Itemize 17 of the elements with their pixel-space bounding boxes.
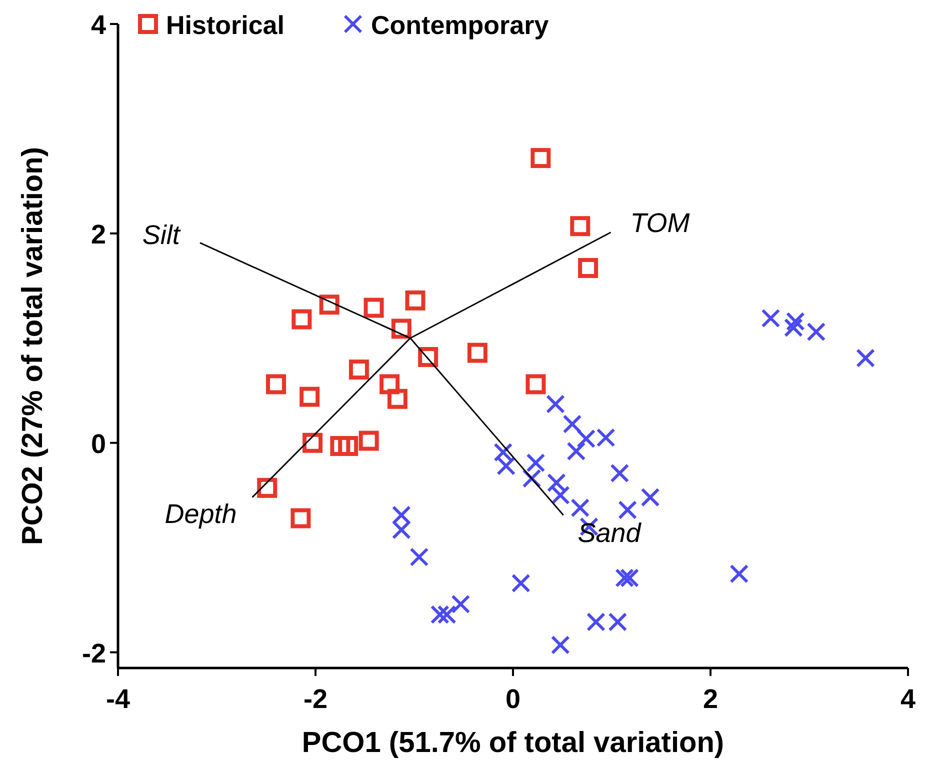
legend-label: Historical <box>166 10 284 40</box>
series-label: TOM <box>630 208 690 238</box>
series-label: Silt <box>142 220 182 250</box>
x-axis-title: PCO1 (51.7% of total variation) <box>302 727 724 759</box>
x-tick-label: 4 <box>900 684 916 714</box>
x-tick-label: -2 <box>303 684 328 714</box>
y-tick-label: 0 <box>90 428 106 459</box>
y-axis-title: PCO2 (27% of total variation) <box>17 146 49 546</box>
y-tick-label: 4 <box>90 10 106 40</box>
x-tick-label: 2 <box>702 684 718 714</box>
legend-label: Contemporary <box>371 10 550 40</box>
y-tick-label: 2 <box>90 219 106 250</box>
x-tick-label: 0 <box>505 684 521 714</box>
y-tick-label: -2 <box>82 638 106 668</box>
series-label: Sand <box>578 518 642 548</box>
x-tick-label: -4 <box>106 684 130 714</box>
series-label: Depth <box>164 498 237 529</box>
